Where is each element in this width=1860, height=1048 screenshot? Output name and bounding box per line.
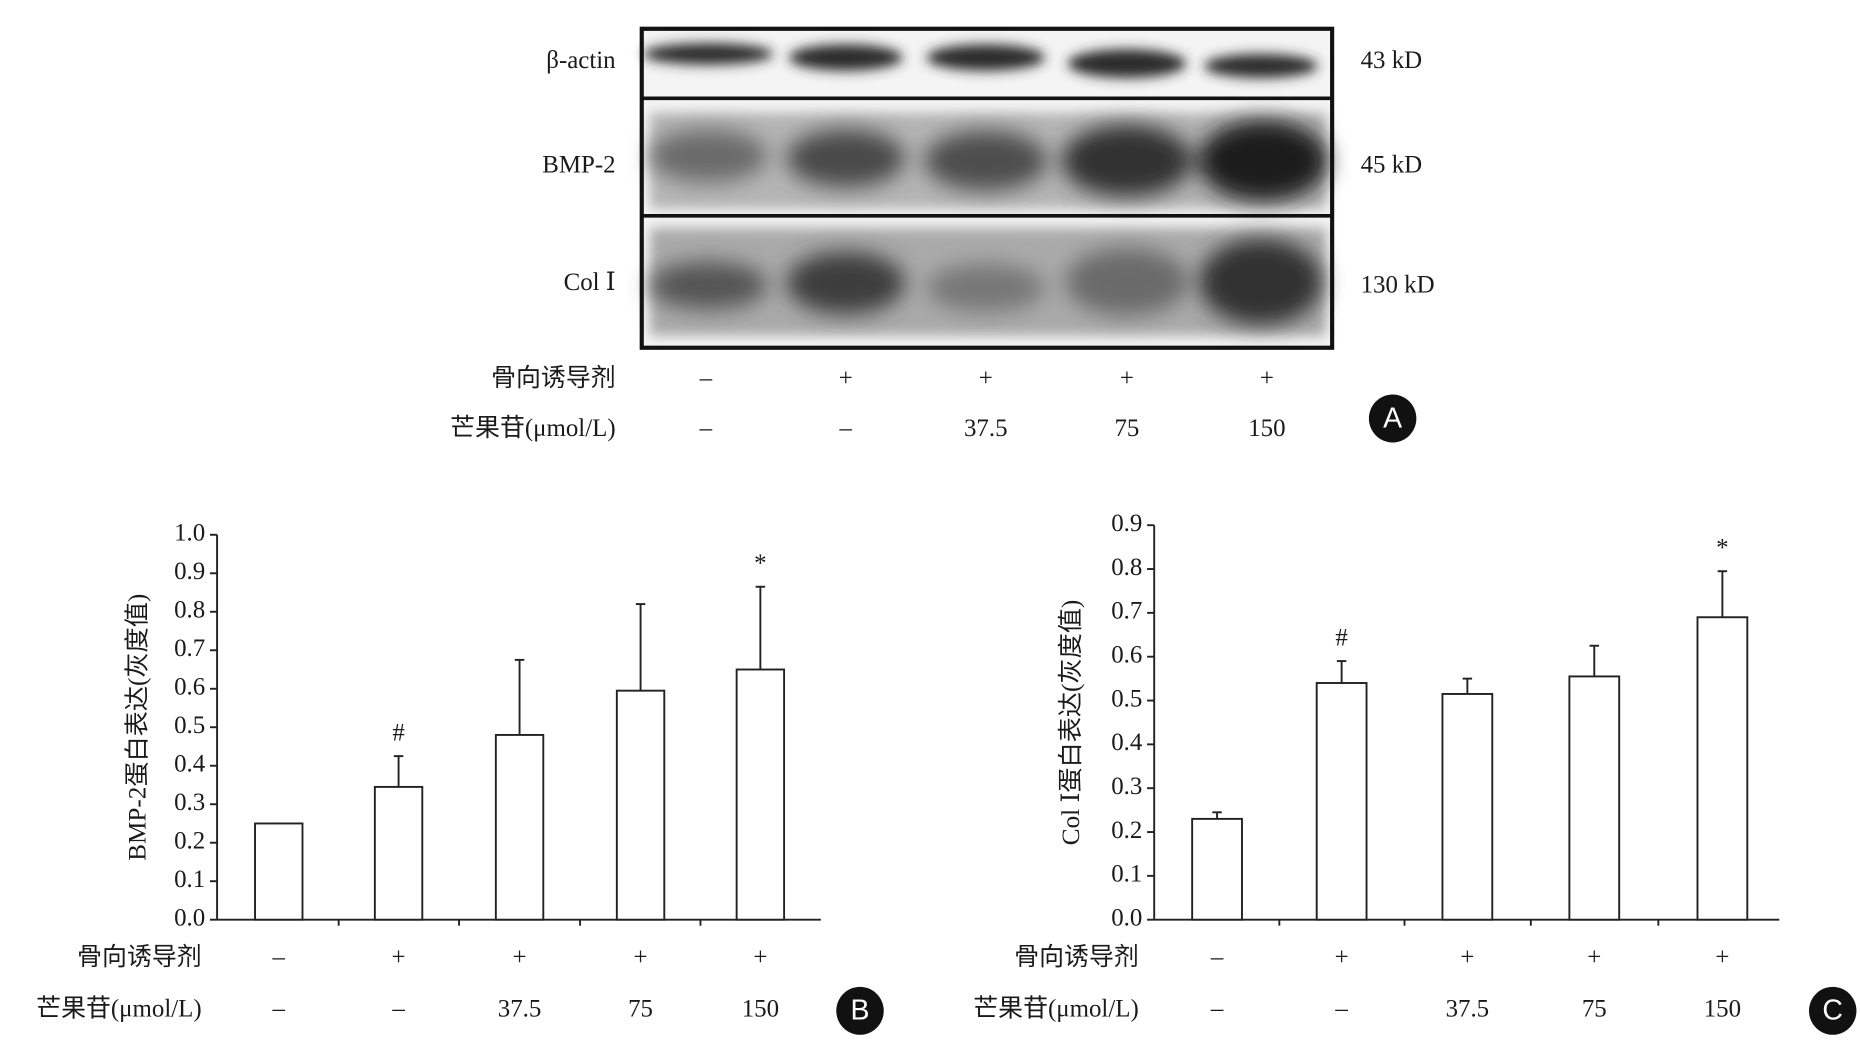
panel-badge [1808, 986, 1857, 1035]
significance-mark: * [754, 550, 766, 577]
bar [373, 785, 424, 921]
band-size: 43 kD [1361, 47, 1423, 74]
condition-value: + [753, 944, 767, 971]
condition-value: + [1587, 944, 1601, 971]
condition-value: – [839, 415, 853, 442]
condition-value: 150 [1704, 995, 1741, 1022]
band-size: 45 kD [1361, 151, 1423, 178]
y-tick-label: 0.5 [1111, 685, 1142, 712]
condition-value: – [699, 365, 713, 392]
y-tick-label: 0.0 [174, 904, 205, 931]
y-axis-label: BMP-2蛋白表达(灰度值) [124, 594, 152, 861]
panel-label: B [851, 994, 870, 1026]
condition-value: – [272, 944, 286, 971]
y-tick-label: 0.2 [174, 827, 205, 854]
y-tick-label: 0.9 [1111, 510, 1142, 537]
bar [735, 668, 786, 921]
condition-name: 骨向诱导剂 [491, 364, 615, 392]
band-name: BMP-2 [542, 151, 615, 178]
condition-value: 37.5 [1446, 995, 1490, 1022]
condition-value: + [1120, 365, 1134, 392]
condition-value: + [979, 365, 993, 392]
y-tick-label: 0.1 [1111, 861, 1142, 888]
condition-value: + [513, 944, 527, 971]
bar [1191, 817, 1243, 921]
condition-value: 150 [1248, 415, 1285, 442]
condition-value: – [1210, 995, 1224, 1022]
y-tick-label: 0.4 [174, 750, 206, 777]
panel-badge [836, 986, 884, 1035]
condition-value: + [634, 944, 648, 971]
bar [494, 733, 545, 921]
significance-mark: # [1335, 624, 1348, 651]
significance-mark: # [392, 719, 405, 746]
bar [1315, 682, 1368, 921]
y-axis-label: Col Ⅰ蛋白表达(灰度值) [1057, 600, 1085, 846]
condition-value: + [392, 944, 406, 971]
condition-value: – [391, 995, 405, 1022]
y-tick-label: 0.7 [174, 635, 205, 662]
bar [1441, 692, 1494, 921]
condition-value: + [839, 365, 853, 392]
bar [1568, 675, 1621, 921]
condition-value: 75 [1582, 995, 1607, 1022]
y-tick-label: 1.0 [174, 519, 205, 546]
condition-value: 150 [742, 995, 779, 1022]
condition-value: + [1335, 944, 1349, 971]
y-tick-label: 0.2 [1111, 817, 1142, 844]
bar [1696, 616, 1749, 921]
y-tick-label: 0.3 [174, 789, 205, 816]
blot-image [639, 26, 1335, 350]
y-tick-label: 0.1 [174, 866, 205, 893]
y-tick-label: 0.6 [174, 673, 205, 700]
panel-label: C [1822, 994, 1843, 1026]
y-tick-label: 0.6 [1111, 641, 1142, 668]
condition-value: – [699, 415, 713, 442]
panel-badge [1368, 394, 1417, 443]
bar [615, 689, 666, 921]
condition-value: + [1715, 944, 1729, 971]
condition-value: + [1260, 365, 1274, 392]
condition-value: 37.5 [964, 415, 1008, 442]
condition-value: – [1334, 995, 1348, 1022]
condition-value: 75 [1114, 415, 1139, 442]
y-tick-label: 0.3 [1111, 773, 1142, 800]
condition-name: 骨向诱导剂 [1014, 943, 1138, 971]
condition-name: 芒果苷(μmol/L) [973, 994, 1138, 1022]
band-name: Col Ⅰ [564, 269, 616, 296]
condition-value: 37.5 [498, 995, 542, 1022]
condition-name: 骨向诱导剂 [77, 943, 201, 971]
panel-label: A [1383, 402, 1403, 434]
y-tick-label: 0.4 [1111, 729, 1143, 756]
condition-value: – [272, 995, 286, 1022]
y-tick-label: 0.8 [1111, 554, 1142, 581]
band-name: β-actin [546, 47, 616, 74]
band-size: 130 kD [1361, 271, 1435, 298]
condition-value: – [1210, 944, 1224, 971]
y-tick-label: 0.7 [1111, 598, 1142, 625]
y-tick-label: 0.8 [174, 596, 205, 623]
condition-value: 75 [628, 995, 653, 1022]
condition-name: 芒果苷(μmol/L) [450, 414, 615, 442]
y-tick-label: 0.0 [1111, 904, 1142, 931]
significance-mark: * [1716, 534, 1728, 561]
condition-name: 芒果苷(μmol/L) [36, 994, 201, 1022]
bar [254, 822, 304, 921]
condition-value: + [1460, 944, 1474, 971]
y-tick-label: 0.5 [174, 712, 205, 739]
y-tick-label: 0.9 [174, 558, 205, 585]
